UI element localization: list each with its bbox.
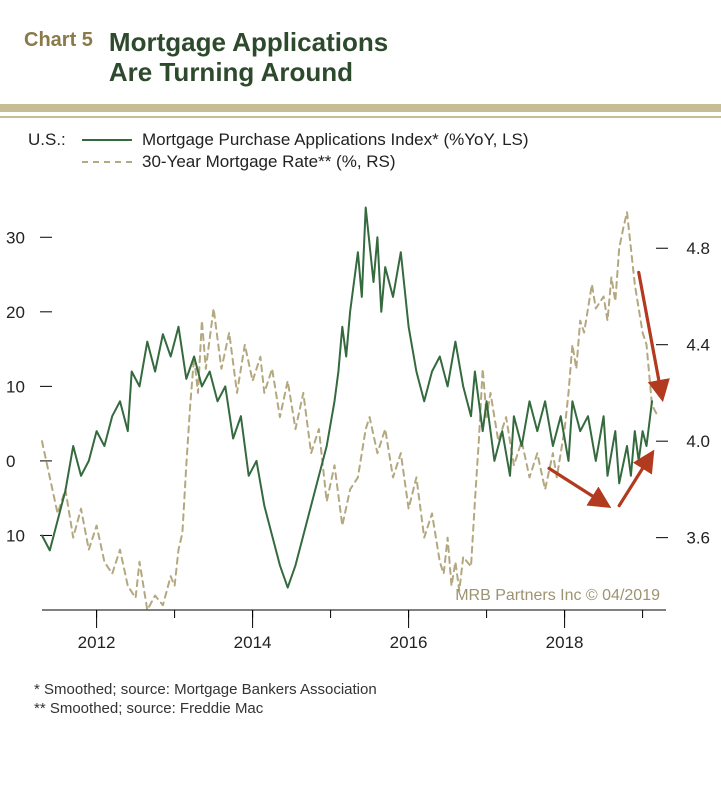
divider-thick <box>0 104 721 112</box>
legend-swatch-apps <box>82 139 132 141</box>
chart-title-line2: Are Turning Around <box>109 57 353 87</box>
footnote-1: * Smoothed; source: Mortgage Bankers Ass… <box>34 680 697 700</box>
chart-footnotes: * Smoothed; source: Mortgage Bankers Ass… <box>0 680 721 719</box>
svg-text:0: 0 <box>6 452 15 471</box>
svg-text:2012: 2012 <box>78 633 116 652</box>
svg-text:30: 30 <box>6 228 25 247</box>
page-root: Chart 5 Mortgage Applications Are Turnin… <box>0 0 721 785</box>
svg-text:2016: 2016 <box>390 633 428 652</box>
svg-text:4.8: 4.8 <box>686 239 710 258</box>
chart-title-line1: Mortgage Applications <box>109 27 388 57</box>
footnote-2: ** Smoothed; source: Freddie Mac <box>34 699 697 719</box>
svg-text:10: 10 <box>6 526 25 545</box>
chart-svg: 2012 2014 2016 2018 10 0 10 20 30 3.6 4.0 4.4 4.8 MRB… <box>6 180 716 680</box>
chart-number-label: Chart 5 <box>24 28 93 52</box>
legend-swatch-rate <box>82 161 132 163</box>
chart-title: Mortgage Applications Are Turning Around <box>109 28 388 88</box>
svg-text:10: 10 <box>6 377 25 396</box>
legend-label-apps: Mortgage Purchase Applications Index* (%… <box>142 130 529 150</box>
legend-label-rate: 30-Year Mortgage Rate** (%, RS) <box>142 152 396 172</box>
svg-text:2014: 2014 <box>234 633 272 652</box>
svg-text:MRB Partners Inc © 04/2019: MRB Partners Inc © 04/2019 <box>455 587 660 604</box>
svg-text:20: 20 <box>6 303 25 322</box>
svg-text:4.4: 4.4 <box>686 335 710 354</box>
chart-plot: 2012 2014 2016 2018 10 0 10 20 30 3.6 4.0 4.4 4.8 MRB… <box>6 180 715 680</box>
svg-text:4.0: 4.0 <box>686 432 710 451</box>
legend-prefix: U.S.: <box>28 130 72 150</box>
chart-header: Chart 5 Mortgage Applications Are Turnin… <box>0 0 721 96</box>
chart-legend: U.S.: Mortgage Purchase Applications Ind… <box>0 130 721 172</box>
svg-text:2018: 2018 <box>546 633 584 652</box>
svg-text:3.6: 3.6 <box>686 528 710 547</box>
divider-thin <box>0 116 721 118</box>
